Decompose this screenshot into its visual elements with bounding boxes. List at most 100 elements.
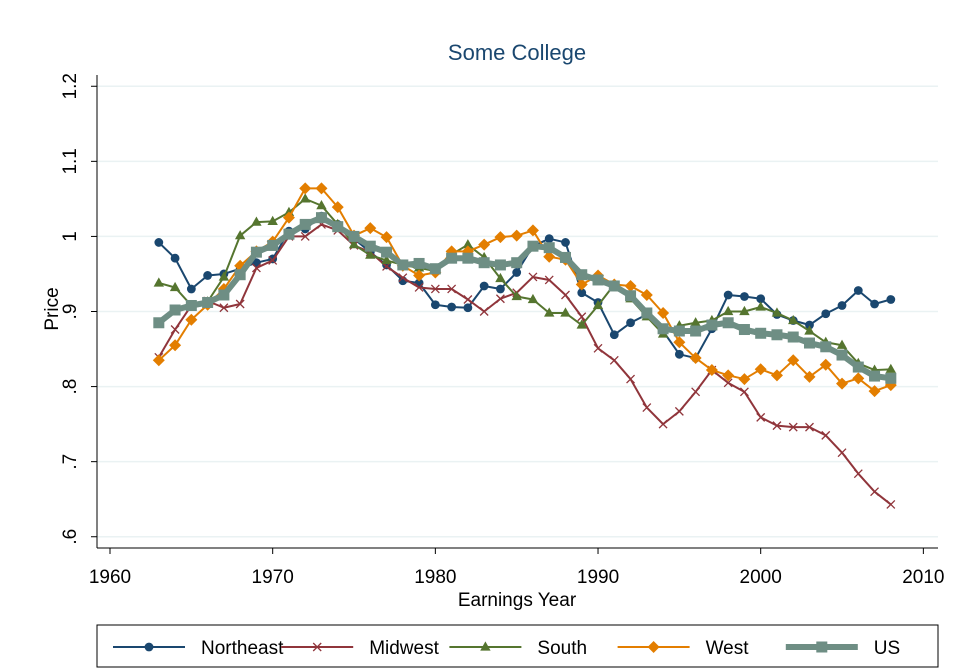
marker — [592, 299, 604, 310]
y-tick-label: .9 — [60, 304, 81, 320]
marker — [202, 296, 214, 308]
marker — [593, 343, 603, 353]
x-tick-label: 2010 — [902, 567, 944, 588]
marker — [512, 268, 522, 277]
legend-label: South — [537, 638, 587, 659]
marker — [673, 325, 685, 337]
marker — [511, 290, 522, 301]
marker — [527, 240, 539, 252]
chart-title: Some College — [448, 40, 586, 65]
marker — [723, 290, 733, 300]
marker — [169, 281, 181, 292]
marker — [755, 327, 767, 339]
marker — [821, 430, 831, 440]
marker — [430, 300, 440, 310]
marker — [787, 331, 799, 343]
marker — [722, 369, 735, 382]
marker — [885, 363, 897, 373]
marker — [608, 280, 620, 292]
y-axis-title: Price — [42, 287, 63, 330]
marker — [837, 301, 847, 310]
marker — [234, 269, 246, 281]
marker — [267, 215, 278, 226]
marker — [331, 201, 344, 214]
series-line — [158, 187, 892, 393]
marker — [837, 448, 847, 458]
marker — [706, 319, 718, 331]
marker — [511, 257, 523, 269]
series-line — [158, 215, 892, 360]
series-line — [158, 197, 891, 372]
marker — [430, 284, 440, 294]
marker — [836, 349, 848, 361]
marker — [348, 230, 360, 242]
marker — [282, 211, 295, 224]
marker — [803, 370, 816, 383]
marker — [526, 224, 539, 237]
marker — [624, 279, 637, 292]
marker — [886, 295, 896, 304]
marker — [316, 200, 327, 210]
marker — [625, 290, 637, 302]
marker — [772, 421, 782, 431]
marker — [821, 309, 831, 319]
marker — [414, 283, 424, 292]
marker — [268, 255, 278, 265]
marker — [870, 299, 879, 309]
marker — [788, 314, 799, 325]
marker — [561, 290, 570, 300]
marker — [397, 259, 409, 271]
marker — [805, 320, 814, 330]
marker — [463, 303, 473, 313]
marker — [413, 257, 425, 269]
marker — [251, 216, 262, 226]
series-line — [156, 214, 892, 382]
marker — [754, 363, 767, 376]
marker — [657, 323, 669, 335]
y-tick-label: .7 — [60, 454, 81, 470]
x-tick-label: 1960 — [89, 567, 131, 588]
marker — [494, 259, 506, 271]
marker — [496, 284, 505, 294]
marker — [348, 239, 360, 249]
legend-box — [96, 624, 939, 668]
legend-marker — [480, 641, 491, 651]
marker — [870, 487, 880, 497]
x-axis-title: Earnings Year — [458, 590, 577, 611]
y-tick-label: 1.2 — [60, 73, 81, 99]
marker — [740, 292, 749, 301]
marker — [576, 269, 588, 281]
marker — [153, 277, 165, 287]
marker — [203, 271, 213, 280]
marker — [381, 254, 392, 265]
legend-label: Midwest — [369, 638, 439, 659]
marker — [577, 312, 587, 322]
marker — [885, 372, 897, 384]
marker — [592, 274, 604, 286]
marker — [235, 299, 245, 309]
marker — [494, 231, 507, 244]
marker — [577, 288, 587, 298]
marker — [674, 406, 684, 416]
marker — [561, 238, 570, 247]
marker — [462, 239, 474, 249]
marker — [640, 288, 653, 301]
marker — [447, 302, 457, 312]
marker — [543, 250, 556, 263]
marker — [510, 229, 523, 242]
marker — [544, 275, 554, 285]
marker — [788, 422, 798, 432]
marker — [267, 239, 279, 251]
legend-label: West — [706, 638, 750, 659]
marker — [689, 352, 702, 365]
y-tick-label: 1.1 — [60, 148, 81, 174]
marker — [868, 385, 881, 398]
marker — [869, 370, 881, 382]
legend-marker — [816, 641, 828, 653]
marker — [315, 212, 327, 224]
y-tick-label: .6 — [60, 529, 81, 545]
marker — [218, 271, 230, 281]
y-tick-label: 1 — [60, 231, 81, 242]
marker — [186, 284, 196, 294]
marker — [185, 299, 197, 311]
